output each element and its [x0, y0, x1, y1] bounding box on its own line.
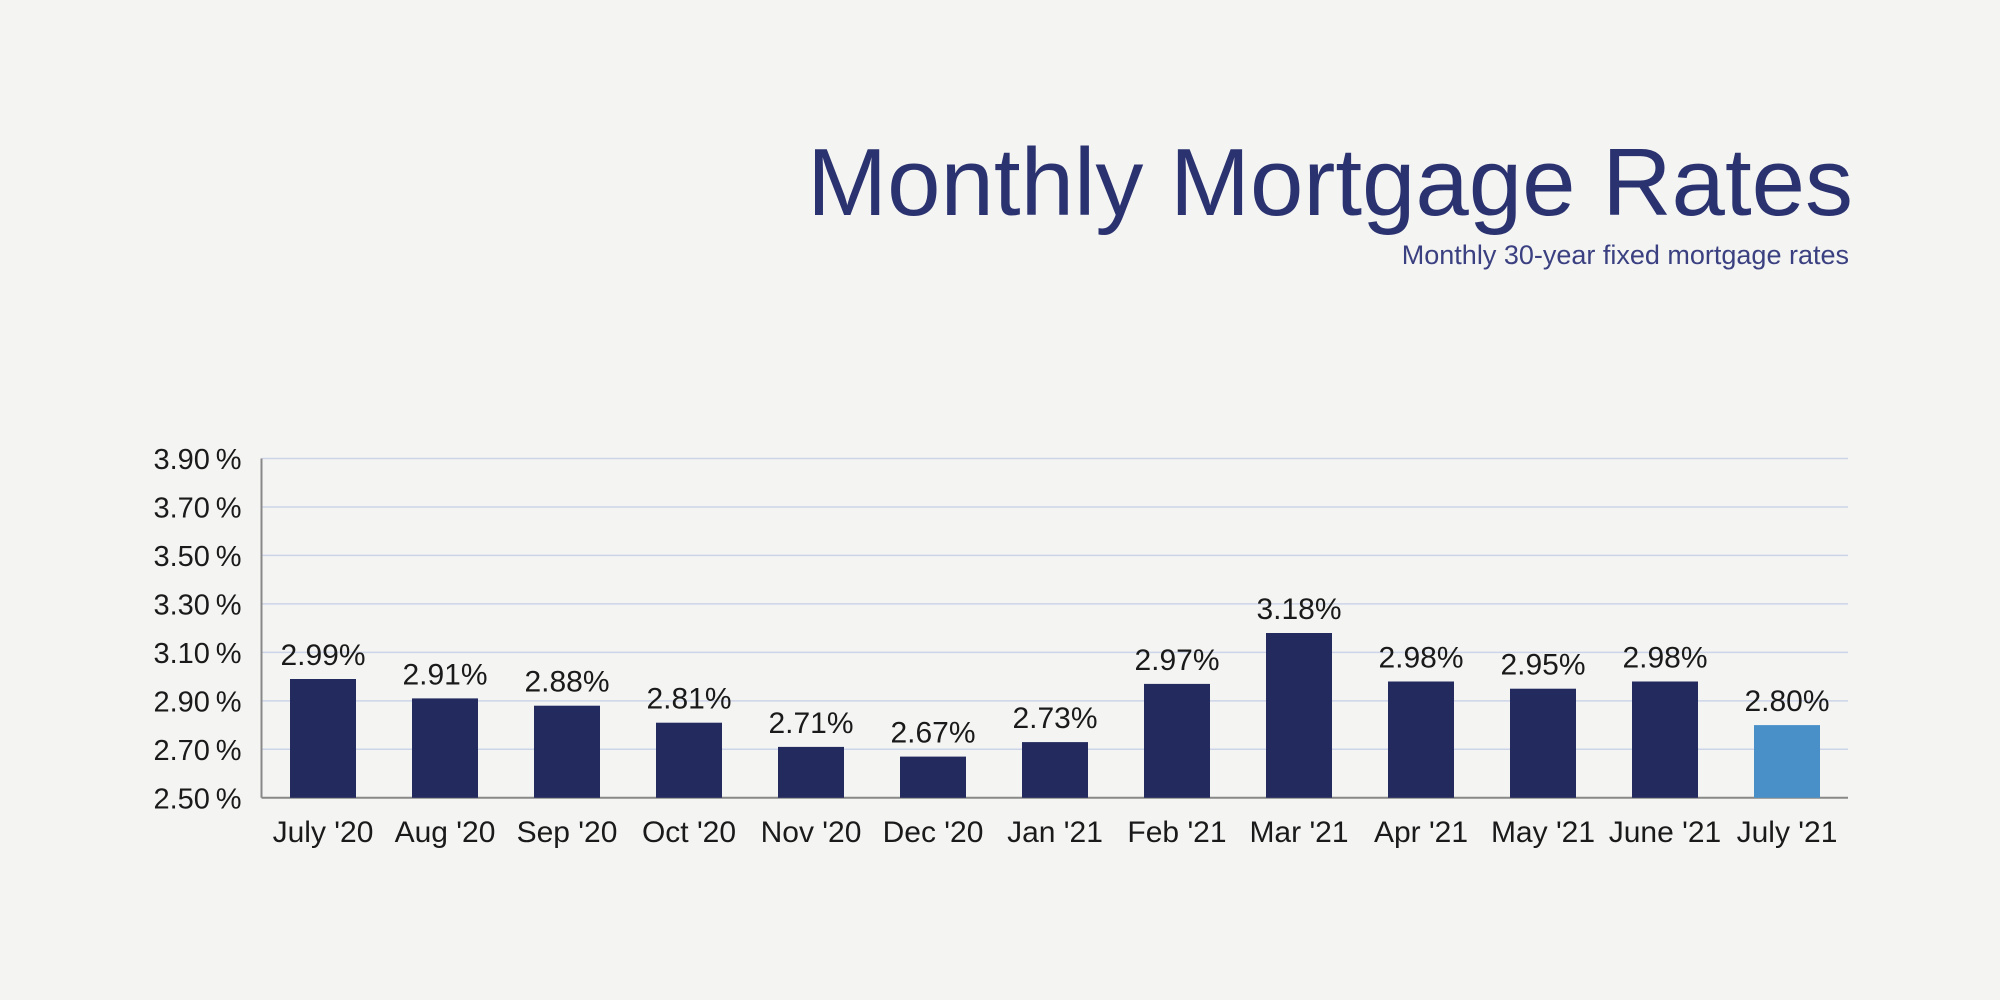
svg-text:July '20: July '20 [273, 816, 374, 849]
svg-text:Sep '20: Sep '20 [517, 816, 618, 849]
svg-text:Mar '21: Mar '21 [1249, 816, 1348, 849]
svg-text:2.67%: 2.67% [890, 717, 975, 750]
svg-text:2.90 %: 2.90 % [153, 686, 241, 718]
svg-text:2.99%: 2.99% [280, 639, 365, 672]
svg-text:3.50 %: 3.50 % [153, 541, 241, 573]
svg-text:2.73%: 2.73% [1012, 702, 1097, 735]
svg-text:2.88%: 2.88% [524, 666, 609, 699]
svg-text:June '21: June '21 [1609, 816, 1722, 849]
svg-text:2.95%: 2.95% [1500, 649, 1585, 682]
svg-text:2.98%: 2.98% [1622, 642, 1707, 675]
svg-text:3.70 %: 3.70 % [153, 493, 241, 525]
svg-text:2.50 %: 2.50 % [153, 783, 241, 815]
svg-text:Oct '20: Oct '20 [642, 816, 736, 849]
svg-text:2.80%: 2.80% [1744, 685, 1829, 718]
svg-text:Jan '21: Jan '21 [1007, 816, 1103, 849]
svg-text:2.91%: 2.91% [402, 658, 487, 691]
svg-text:2.98%: 2.98% [1378, 642, 1463, 675]
svg-text:July '21: July '21 [1737, 816, 1838, 849]
svg-text:Apr '21: Apr '21 [1374, 816, 1468, 849]
svg-text:2.97%: 2.97% [1134, 644, 1219, 677]
svg-text:2.70 %: 2.70 % [153, 735, 241, 767]
svg-text:3.10 %: 3.10 % [153, 638, 241, 670]
svg-text:3.18%: 3.18% [1256, 593, 1341, 626]
svg-text:Dec '20: Dec '20 [883, 816, 984, 849]
svg-text:2.81%: 2.81% [646, 683, 731, 716]
svg-text:Aug '20: Aug '20 [395, 816, 496, 849]
svg-text:3.90 %: 3.90 % [153, 444, 241, 476]
svg-text:May '21: May '21 [1491, 816, 1595, 849]
svg-text:Feb '21: Feb '21 [1127, 816, 1226, 849]
svg-text:2.71%: 2.71% [768, 707, 853, 740]
svg-text:3.30 %: 3.30 % [153, 589, 241, 621]
svg-text:Nov '20: Nov '20 [761, 816, 862, 849]
